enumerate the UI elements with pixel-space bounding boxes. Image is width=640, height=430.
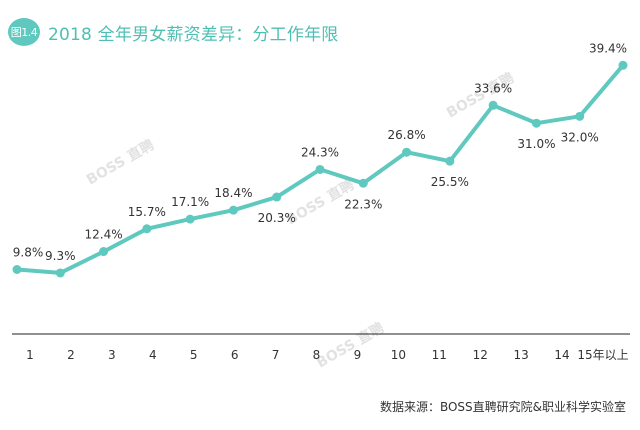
data-label: 32.0%: [561, 130, 599, 144]
x-tick-label: 10: [391, 348, 406, 362]
data-point: [402, 147, 412, 157]
data-label: 33.6%: [474, 81, 512, 95]
data-point: [575, 111, 585, 121]
data-point: [55, 268, 65, 278]
x-tick-label: 4: [149, 348, 157, 362]
data-label: 25.5%: [431, 175, 469, 189]
data-point: [488, 100, 498, 110]
x-tick-label: 11: [432, 348, 447, 362]
data-point: [99, 247, 109, 257]
x-tick-label: 7: [272, 348, 280, 362]
x-tick-label: 1: [26, 348, 34, 362]
data-point: [272, 192, 282, 202]
data-point: [142, 224, 152, 234]
data-point: [445, 156, 455, 166]
x-tick-label: 12: [473, 348, 488, 362]
chart-title: 2018 全年男女薪资差异：分工作年限: [48, 24, 339, 45]
data-label: 18.4%: [214, 186, 252, 200]
data-label: 24.3%: [301, 145, 339, 159]
data-label: 20.3%: [258, 211, 296, 225]
x-tick-label: 6: [231, 348, 239, 362]
data-label: 9.8%: [13, 246, 44, 260]
data-points: [12, 60, 628, 278]
data-point: [531, 118, 541, 128]
data-point: [358, 178, 368, 188]
data-point: [12, 265, 22, 274]
x-tick-label: 15年以上: [577, 348, 628, 362]
watermark: BOSS 直聘: [314, 319, 387, 371]
data-label: 9.3%: [45, 249, 76, 263]
x-axis-ticks: 1 2 3 4 5 6 7 8 9 10 11 12 13 14 15年以上: [26, 348, 628, 362]
x-tick-label: 3: [108, 348, 116, 362]
chart-header: 图1.4 2018 全年男女薪资差异：分工作年限: [8, 18, 338, 46]
x-tick-label: 2: [67, 348, 75, 362]
data-labels: 9.8% 9.3% 12.4% 15.7% 17.1% 18.4% 20.3% 24.3% 22…: [13, 41, 627, 263]
data-label: 31.0%: [517, 137, 555, 151]
data-point: [618, 60, 628, 70]
x-tick-label: 5: [190, 348, 198, 362]
watermark: BOSS 直聘: [444, 69, 517, 121]
data-label: 12.4%: [85, 228, 123, 242]
data-label: 22.3%: [344, 197, 382, 211]
data-label: 26.8%: [388, 128, 426, 142]
x-tick-label: 13: [514, 348, 529, 362]
data-point: [315, 164, 325, 174]
data-label: 15.7%: [128, 205, 166, 219]
data-point: [185, 214, 195, 224]
watermark: BOSS 直聘: [84, 136, 157, 188]
data-label: 39.4%: [589, 41, 627, 55]
x-tick-label: 14: [554, 348, 569, 362]
data-label: 17.1%: [171, 195, 209, 209]
x-tick-label: 9: [354, 348, 362, 362]
source-note: 数据来源：BOSS直聘研究院&职业科学实验室: [379, 400, 626, 414]
data-point: [228, 205, 238, 215]
x-tick-label: 8: [313, 348, 321, 362]
figure-badge: 图1.4: [8, 18, 40, 46]
